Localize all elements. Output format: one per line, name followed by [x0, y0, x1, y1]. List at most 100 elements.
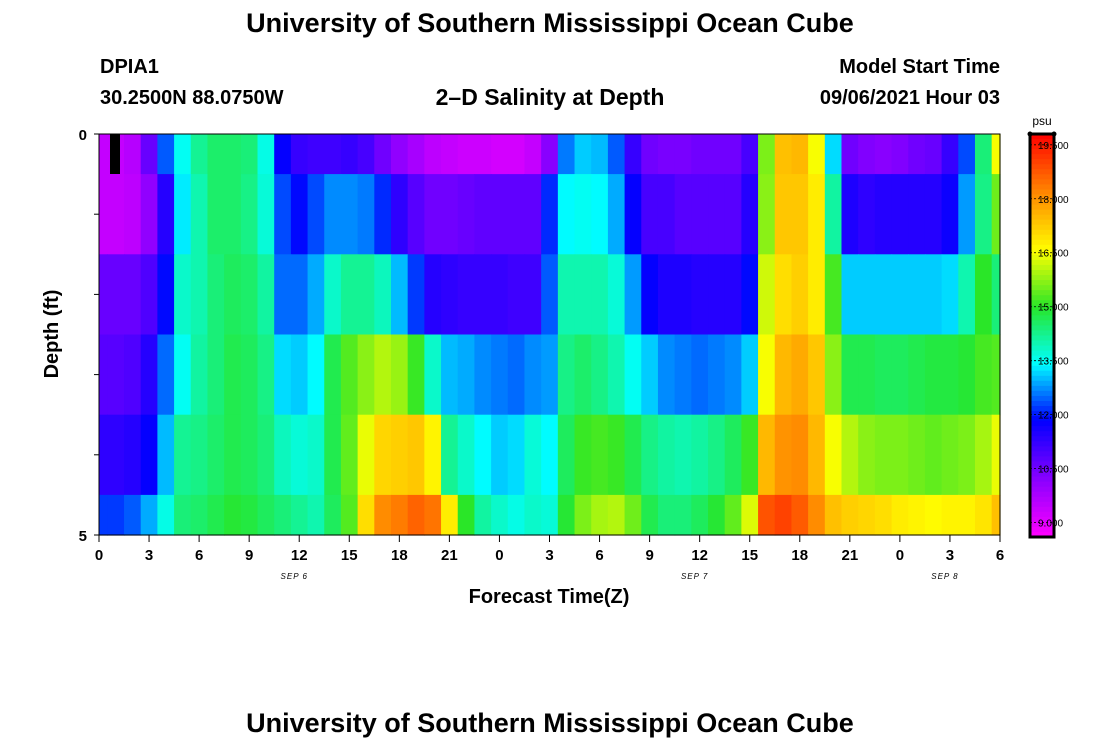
- heatmap-cell: [190, 494, 209, 536]
- heatmap-cell: [257, 334, 275, 416]
- heatmap-cell: [340, 254, 359, 336]
- heatmap-cell: [974, 174, 993, 255]
- heatmap-cell: [407, 254, 425, 336]
- colorbar-swatch: [1030, 300, 1054, 306]
- heatmap-cell: [974, 254, 993, 336]
- heatmap-cell: [724, 334, 742, 416]
- heatmap-cell: [240, 174, 259, 255]
- colorbar-swatch: [1030, 491, 1054, 498]
- heatmap-cell: [607, 134, 626, 175]
- heatmap-cell: [974, 494, 993, 536]
- heatmap-cell: [657, 494, 676, 536]
- heatmap-cell: [824, 334, 843, 416]
- heatmap-cell: [340, 174, 359, 255]
- heatmap-cell: [407, 494, 425, 536]
- heatmap-cell: [774, 494, 793, 536]
- heatmap-cell: [190, 414, 209, 496]
- colorbar-swatch: [1030, 446, 1054, 452]
- heatmap-cell: [324, 134, 342, 175]
- station-location: 30.2500N 88.0750W: [100, 87, 284, 109]
- heatmap-cell: [491, 334, 509, 416]
- heatmap-cell: [107, 334, 125, 416]
- heatmap-cell: [557, 134, 576, 175]
- colorbar-swatch: [1030, 360, 1054, 367]
- heatmap-cell: [174, 174, 192, 255]
- heatmap-cell: [808, 254, 826, 336]
- heatmap-cell: [274, 134, 292, 175]
- heatmap-cell: [524, 494, 542, 536]
- heatmap-cell: [908, 414, 926, 496]
- heatmap-cell: [99, 174, 108, 255]
- heatmap-cell: [357, 134, 375, 175]
- heatmap-cell: [507, 134, 526, 175]
- colorbar-swatch: [1030, 506, 1054, 513]
- heatmap-cell: [974, 334, 993, 416]
- x-tick-label: 3: [946, 547, 954, 564]
- heatmap-cell: [524, 334, 542, 416]
- heatmap-cell: [791, 174, 809, 255]
- colorbar-swatch: [1030, 390, 1054, 397]
- heatmap-cell: [274, 334, 292, 416]
- heatmap-cell: [758, 494, 776, 536]
- y-axis-label: Depth (ft): [41, 290, 63, 379]
- colorbar-swatch: [1030, 320, 1054, 327]
- heatmap-cell: [157, 134, 175, 175]
- heatmap-cell: [708, 134, 726, 175]
- y-axis: 05: [79, 127, 99, 545]
- heatmap-cell: [591, 254, 609, 336]
- heatmap-cell: [507, 494, 526, 536]
- heatmap-cell: [958, 494, 976, 536]
- heatmap-cell: [457, 414, 476, 496]
- heatmap-cell: [374, 254, 392, 336]
- heatmap-cell: [891, 494, 909, 536]
- heatmap-cell: [507, 254, 526, 336]
- heatmap-cell: [340, 494, 359, 536]
- colorbar-swatch: [1030, 436, 1054, 442]
- colorbar-swatch: [1030, 179, 1054, 185]
- heatmap-cell: [224, 174, 242, 255]
- heatmap-cell: [557, 414, 576, 496]
- colorbar-tick-label: 10.500: [1038, 465, 1069, 476]
- heatmap-cell: [157, 334, 175, 416]
- heatmap-cell: [107, 494, 125, 536]
- heatmap-cell: [274, 254, 292, 336]
- heatmap-cell: [958, 334, 976, 416]
- heatmap-cell: [708, 414, 726, 496]
- x-axis: 0 3 6 9 12 15 18 21 0 3 6 9 12 15 18 21 0 3 6 SEP 6 SEP 7 SEP…: [95, 535, 1004, 581]
- heatmap-cell: [991, 254, 1001, 336]
- colorbar-swatch: [1030, 375, 1054, 382]
- colorbar-swatch: [1030, 144, 1054, 150]
- heatmap-cell: [174, 134, 192, 175]
- heatmap-cell: [174, 414, 192, 496]
- heatmap-cell: [524, 254, 542, 336]
- heatmap-cell: [324, 174, 342, 255]
- colorbar-tick-label: 15.000: [1038, 303, 1069, 314]
- heatmap-cell: [174, 494, 192, 536]
- heatmap-cell: [99, 134, 108, 175]
- heatmap-cell: [791, 414, 809, 496]
- colorbar-swatch: [1030, 471, 1054, 478]
- colorbar-swatch: [1030, 280, 1054, 286]
- heatmap-cell: [991, 334, 1001, 416]
- heatmap-cell: [958, 414, 976, 496]
- heatmap-cell: [574, 414, 592, 496]
- x-tick-label: 6: [595, 547, 603, 564]
- colorbar-swatch: [1030, 441, 1054, 447]
- heatmap-cell: [274, 174, 292, 255]
- heatmap-cell: [424, 494, 442, 536]
- heatmap-cell: [441, 494, 459, 536]
- heatmap-cell: [140, 254, 158, 336]
- heatmap-cell: [107, 174, 125, 255]
- heatmap-cell: [441, 134, 459, 175]
- heatmap-cell: [958, 254, 976, 336]
- heatmap-cell: [908, 494, 926, 536]
- colorbar-swatch: [1030, 456, 1054, 463]
- colorbar-swatch: [1030, 330, 1054, 337]
- colorbar-swatch: [1030, 476, 1054, 483]
- colorbar-tick-label: 12.000: [1038, 411, 1069, 422]
- heatmap-cell: [307, 334, 325, 416]
- heatmap-cell: [507, 414, 526, 496]
- colorbar-tick-label: 9.000: [1038, 519, 1063, 530]
- heatmap-cell: [424, 414, 442, 496]
- heatmap-cell: [808, 134, 826, 175]
